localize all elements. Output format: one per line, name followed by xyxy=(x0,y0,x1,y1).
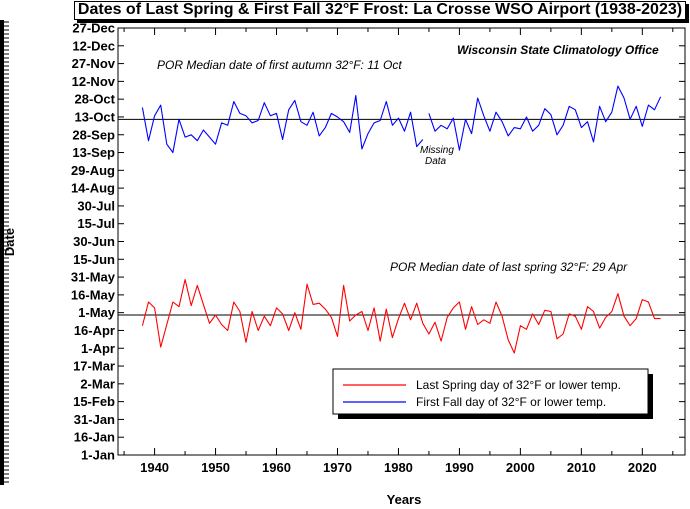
y-axis: 1-Jan 16-Jan 31-Jan 15-Feb 2-Mar 17-Mar 1-Apr 1… xyxy=(71,21,685,463)
chart-title: Dates of Last Spring & First Fall 32°F F… xyxy=(77,1,683,18)
fall-series-line xyxy=(141,95,424,154)
missing-data-annotation-2: Data xyxy=(425,156,447,167)
y-tick-label: 28-Sep xyxy=(72,127,115,142)
y-tick-label: 17-Mar xyxy=(73,359,115,374)
y-tick-label: 2-Mar xyxy=(80,376,115,391)
y-tick-label: 1-Jan xyxy=(81,448,115,463)
x-tick-label: 2010 xyxy=(567,460,596,475)
y-tick-label: 13-Sep xyxy=(72,145,115,160)
x-tick-label: 1950 xyxy=(201,460,230,475)
x-tick-label: 2020 xyxy=(628,460,657,475)
y-axis-title: Date xyxy=(2,228,17,256)
legend: Last Spring day of 32°F or lower temp. F… xyxy=(332,368,653,419)
x-tick-label: 1940 xyxy=(140,460,169,475)
spring-series-line xyxy=(141,278,661,354)
y-tick-label: 15-Feb xyxy=(73,394,115,409)
series-layer xyxy=(141,85,662,354)
fall-series-line xyxy=(428,85,662,151)
y-tick-label: 30-Jun xyxy=(73,234,115,249)
median-fall-label: POR Median date of first autumn 32°F: 11… xyxy=(157,58,402,72)
y-tick-label: 27-Nov xyxy=(72,56,116,71)
y-tick-label: 31-Jan xyxy=(74,412,115,427)
left-edge-strip xyxy=(0,20,4,485)
chart-title-box: Dates of Last Spring & First Fall 32°F F… xyxy=(74,1,686,20)
x-axis-title: Years xyxy=(387,492,422,507)
y-tick-label: 16-Apr xyxy=(74,323,115,338)
x-axis: 1940 1950 1960 1970 1980 1990 2000 2010 2020 xyxy=(123,28,674,475)
median-spring-label: POR Median date of last spring 32°F: 29 … xyxy=(390,260,628,274)
legend-label-spring: Last Spring day of 32°F or lower temp. xyxy=(416,378,621,392)
y-tick-label: 28-Oct xyxy=(75,92,116,107)
y-tick-label: 14-Aug xyxy=(71,181,115,196)
x-tick-label: 1980 xyxy=(384,460,413,475)
missing-data-annotation-1: Missing xyxy=(420,145,454,156)
left-ruler xyxy=(4,21,9,483)
y-tick-label: 27-Dec xyxy=(72,21,115,36)
y-tick-label: 12-Nov xyxy=(72,74,116,89)
x-tick-label: 2000 xyxy=(506,460,535,475)
y-tick-label: 1-May xyxy=(78,305,116,320)
y-tick-label: 1-Apr xyxy=(81,341,115,356)
y-tick-label: 15-Jun xyxy=(73,252,115,267)
legend-box xyxy=(332,368,649,415)
y-tick-label: 30-Jul xyxy=(77,198,115,213)
y-tick-label: 29-Aug xyxy=(71,163,115,178)
legend-label-fall: First Fall day of 32°F or lower temp. xyxy=(416,395,606,409)
y-tick-label: 15-Jul xyxy=(77,216,115,231)
x-tick-label: 1960 xyxy=(262,460,291,475)
x-tick-label: 1970 xyxy=(323,460,352,475)
source-annotation: Wisconsin State Climatology Office xyxy=(457,43,659,57)
y-tick-label: 12-Dec xyxy=(72,38,115,53)
y-tick-label: 13-Oct xyxy=(75,109,116,124)
y-tick-label: 16-Jan xyxy=(74,430,115,445)
y-tick-label: 31-May xyxy=(71,270,116,285)
y-tick-label: 16-May xyxy=(71,287,116,302)
x-tick-label: 1990 xyxy=(445,460,474,475)
